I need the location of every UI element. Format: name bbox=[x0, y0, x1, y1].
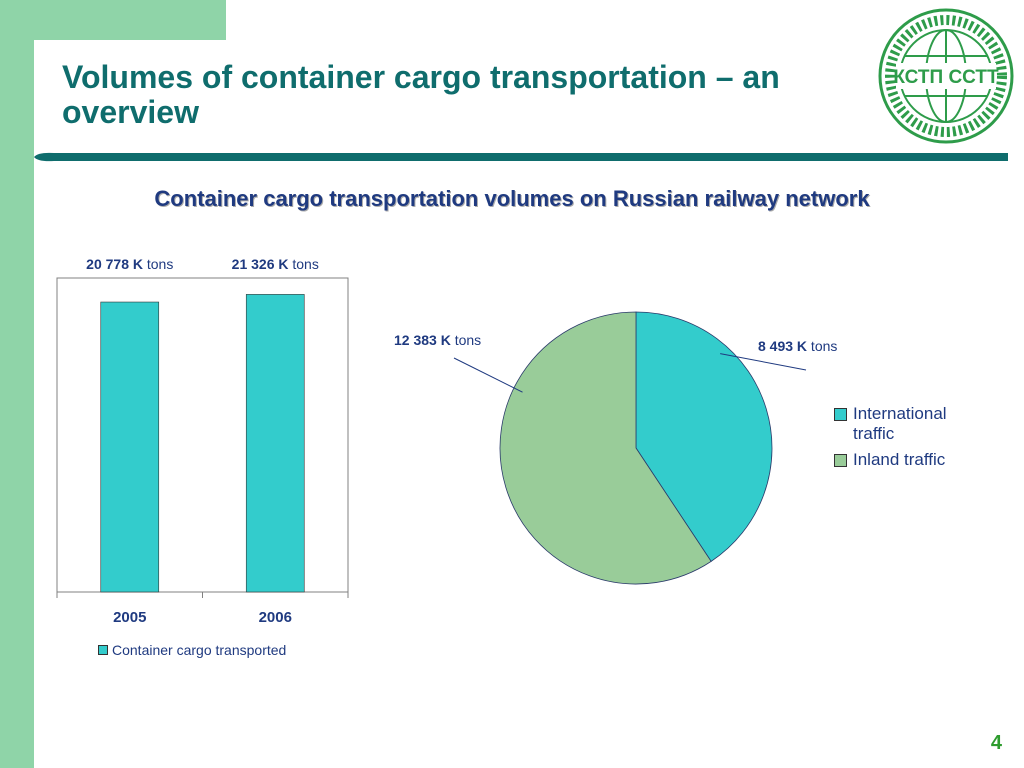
x-tick-label-2006: 2006 bbox=[259, 609, 292, 626]
pie-legend-item-international: International traffic bbox=[834, 404, 984, 444]
bar-legend-swatch bbox=[98, 645, 108, 655]
slide-title: Volumes of container cargo transportatio… bbox=[62, 59, 780, 131]
kstp-logo: КСТП ССТТ bbox=[878, 8, 1014, 144]
left-accent-band bbox=[0, 0, 34, 768]
title-underline bbox=[34, 152, 1008, 162]
page-number: 4 bbox=[990, 732, 1002, 754]
top-accent-band bbox=[34, 0, 226, 40]
bar-2005 bbox=[100, 301, 160, 593]
bar-2006 bbox=[245, 294, 305, 593]
leader-line-international bbox=[720, 353, 807, 371]
x-tick-label-2005: 2005 bbox=[113, 609, 146, 626]
bar-legend: Container cargo transported bbox=[98, 642, 286, 658]
bar-data-label-2006: 21 326 K tons bbox=[232, 256, 319, 272]
pie-legend-item-inland: Inland traffic bbox=[834, 450, 984, 470]
leader-line-inland bbox=[453, 357, 523, 393]
chart-title: Container cargo transportation volumes o… bbox=[154, 186, 870, 211]
pie-data-label-international: 8 493 K tons bbox=[758, 338, 837, 354]
svg-text:КСТП ССТТ: КСТП ССТТ bbox=[893, 67, 999, 88]
legend-swatch-international bbox=[834, 408, 847, 421]
bar-data-label-2005: 20 778 K tons bbox=[86, 256, 173, 272]
legend-label-inland: Inland traffic bbox=[853, 450, 946, 469]
bar-legend-label: Container cargo transported bbox=[112, 642, 287, 658]
legend-label-international: International traffic bbox=[853, 404, 947, 443]
pie-slice-inland bbox=[499, 311, 712, 585]
legend-swatch-inland bbox=[834, 454, 847, 467]
pie-data-label-inland: 12 383 K tons bbox=[394, 332, 481, 348]
pie-legend: International traffic Inland traffic bbox=[834, 404, 984, 476]
